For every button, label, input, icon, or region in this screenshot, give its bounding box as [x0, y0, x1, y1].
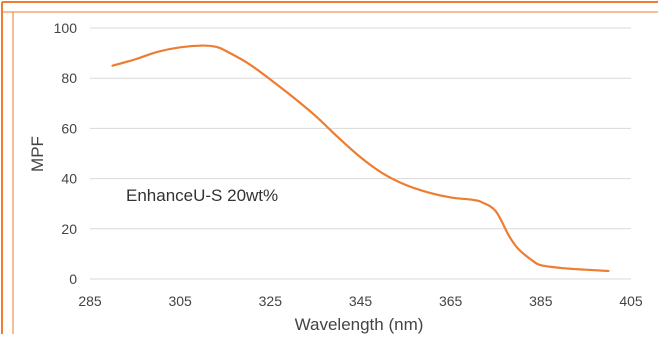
- x-tick-label: 285: [78, 293, 102, 309]
- x-tick-label: 325: [259, 293, 283, 309]
- x-tick-label: 385: [529, 293, 553, 309]
- x-tick-label: 405: [619, 293, 643, 309]
- y-tick-label: 80: [61, 70, 77, 86]
- y-tick-label: 100: [54, 20, 78, 36]
- y-tick-labels: 0 20 40 60 80 100: [54, 20, 78, 287]
- x-tick-label: 345: [349, 293, 373, 309]
- y-axis-title: MPF: [28, 136, 47, 172]
- x-tick-label: 305: [168, 293, 192, 309]
- y-tick-label: 20: [61, 221, 77, 237]
- gridlines: [90, 27, 631, 280]
- x-tick-labels: 285 305 325 345 365 385 405: [78, 293, 643, 309]
- y-tick-label: 0: [69, 271, 77, 287]
- series-annotation: EnhanceU-S 20wt%: [126, 186, 278, 205]
- y-tick-label: 40: [61, 171, 77, 187]
- x-tick-label: 365: [439, 293, 463, 309]
- series-layer: [111, 44, 610, 273]
- y-tick-label: 60: [61, 120, 77, 136]
- x-axis-title: Wavelength (nm): [295, 315, 424, 334]
- series-line-0: [111, 44, 610, 273]
